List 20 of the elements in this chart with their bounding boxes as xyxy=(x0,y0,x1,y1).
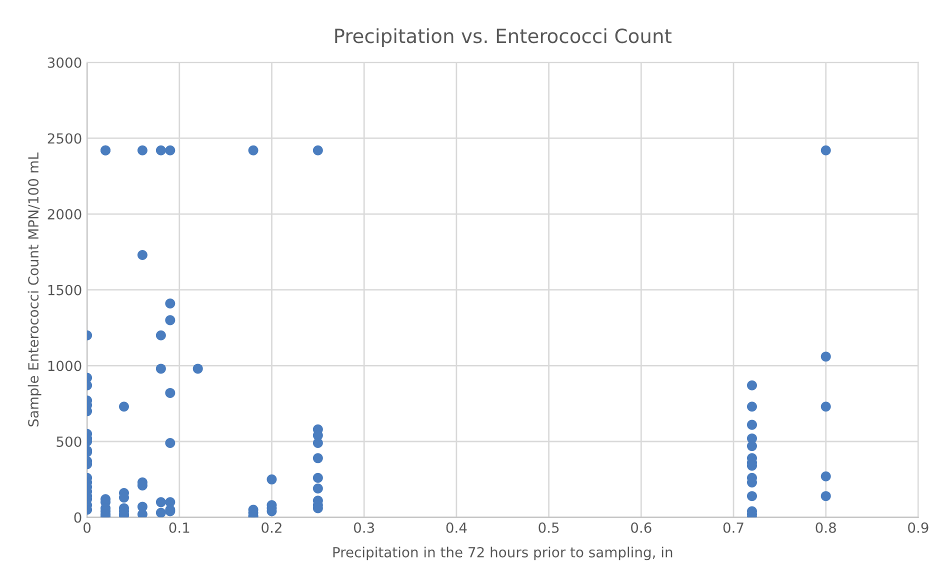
y-tick-label: 3000 xyxy=(48,57,82,68)
x-axis-title: Precipitation in the 72 hours prior to sampling, in xyxy=(333,546,672,560)
y-tick-label: 500 xyxy=(56,436,82,447)
x-tick-label: 0.7 xyxy=(723,522,744,533)
chart-title: Precipitation vs. Enterococci Count xyxy=(335,28,672,48)
y-tick-label: 0 xyxy=(74,512,82,523)
x-tick-label: 0.5 xyxy=(538,522,559,533)
x-tick-label: 0.6 xyxy=(631,522,652,533)
y-axis-title: Sample Enterococci Count MPN/100 mL xyxy=(28,152,42,426)
x-tick-label: 0.3 xyxy=(354,522,374,533)
x-tick-label: 0.9 xyxy=(908,522,928,533)
x-tick-label: 0.1 xyxy=(169,522,190,533)
x-tick-label: 0.2 xyxy=(262,522,282,533)
x-tick-label: 0.8 xyxy=(816,522,836,533)
y-tick-label: 1000 xyxy=(48,360,82,372)
x-tick-label: 0.4 xyxy=(446,522,467,533)
y-tick-label: 2000 xyxy=(48,209,82,220)
y-tick-label: 1500 xyxy=(48,284,82,296)
y-tick-label: 2500 xyxy=(48,133,82,144)
x-tick-label: 0 xyxy=(84,522,91,533)
